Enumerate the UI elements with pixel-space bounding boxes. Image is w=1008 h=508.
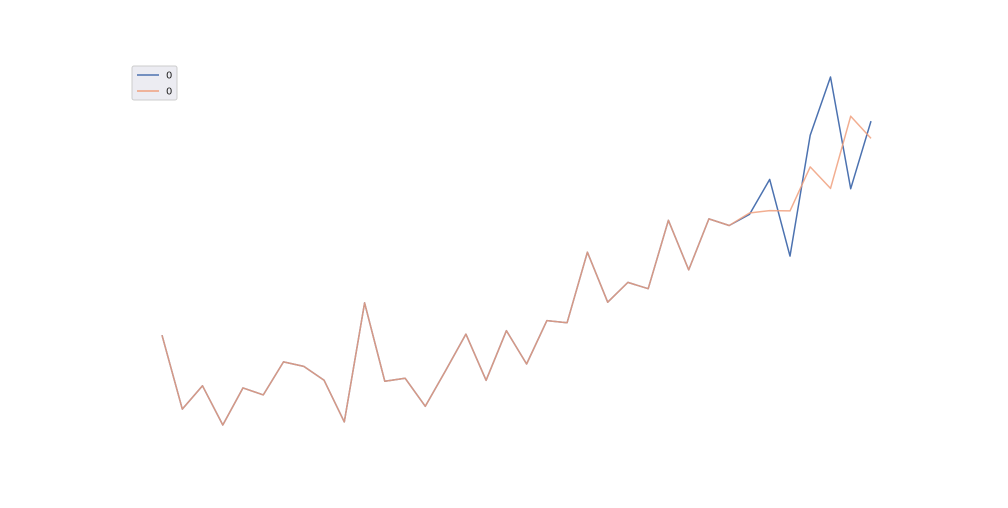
legend: 0 0 [131,65,178,101]
series-layer [161,76,872,426]
series-line-0 [161,76,872,426]
legend-label: 0 [166,87,172,98]
legend-label: 0 [166,71,172,82]
series-line-1 [161,115,872,426]
